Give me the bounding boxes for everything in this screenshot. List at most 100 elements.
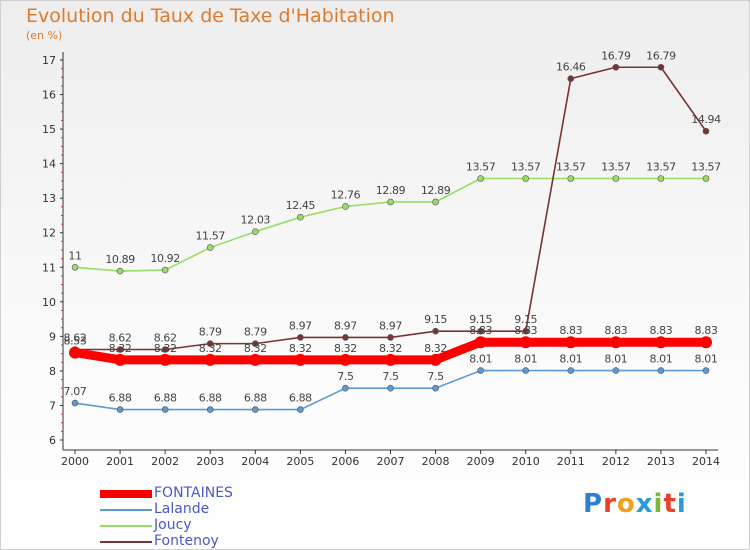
data-label: 8.32 — [244, 342, 267, 355]
data-point — [612, 63, 620, 71]
x-tick-label: 2011 — [557, 455, 585, 468]
y-tick-label: 13 — [42, 192, 56, 205]
x-tick-label: 2009 — [467, 455, 495, 468]
data-label: 16.79 — [601, 49, 631, 62]
data-label: 7.07 — [64, 385, 87, 398]
data-point — [702, 367, 710, 374]
data-label: 8.32 — [199, 342, 222, 355]
data-label: 13.57 — [556, 160, 586, 173]
data-label: 8.32 — [334, 342, 357, 355]
data-label: 8.79 — [244, 326, 267, 339]
data-point — [657, 63, 665, 71]
data-point — [612, 367, 620, 374]
legend-label: FONTAINES — [154, 485, 233, 501]
data-label: 13.57 — [691, 160, 721, 173]
chart-title: Evolution du Taux de Taxe d'Habitation — [26, 5, 395, 27]
data-label: 14.94 — [691, 113, 721, 126]
data-point — [161, 266, 169, 274]
data-label: 12.89 — [376, 184, 406, 197]
data-label: 8.83 — [604, 324, 627, 337]
data-label: 9.15 — [514, 313, 537, 326]
legend-item: Fontenoy — [100, 533, 360, 549]
data-point — [522, 327, 530, 335]
x-tick-label: 2000 — [61, 455, 89, 468]
data-label: 8.83 — [469, 324, 492, 337]
y-tick-label: 11 — [42, 261, 56, 274]
data-label: 8.97 — [379, 319, 402, 332]
data-point — [297, 406, 304, 413]
data-label: 8.83 — [695, 324, 718, 337]
x-tick-label: 2001 — [106, 455, 134, 468]
x-tick-label: 2005 — [286, 455, 314, 468]
data-point — [116, 346, 124, 353]
y-tick-label: 10 — [42, 296, 56, 309]
data-point — [522, 175, 530, 182]
y-tick-label: 17 — [42, 54, 56, 67]
data-label: 8.62 — [64, 331, 87, 344]
data-label: 12.89 — [421, 184, 451, 197]
data-label: 8.01 — [649, 353, 672, 366]
data-label: 9.15 — [424, 313, 447, 326]
data-label: 8.79 — [199, 326, 222, 339]
x-tick-label: 2004 — [241, 455, 269, 468]
legend-label: Joucy — [154, 517, 192, 533]
data-label: 8.01 — [559, 353, 582, 366]
data-point — [342, 384, 349, 392]
data-point — [702, 175, 710, 182]
data-label: 13.57 — [646, 160, 676, 173]
data-point — [161, 346, 169, 353]
data-point — [71, 399, 79, 407]
data-label: 11.57 — [195, 230, 225, 243]
data-point — [294, 353, 307, 366]
series-line-fontenoy — [75, 66, 707, 351]
data-point — [564, 336, 577, 349]
data-label: 8.32 — [379, 342, 402, 355]
y-tick-label: 8 — [49, 365, 56, 378]
data-point — [477, 367, 484, 374]
data-point — [387, 334, 394, 341]
logo-letter: x — [635, 489, 654, 519]
data-point — [609, 336, 622, 349]
data-point — [477, 175, 484, 182]
y-tick-label: 9 — [49, 330, 56, 343]
data-point — [567, 75, 575, 82]
data-point — [432, 198, 439, 206]
data-point — [519, 336, 532, 349]
x-tick-label: 2013 — [647, 455, 675, 468]
data-label: 8.83 — [559, 324, 582, 337]
data-label: 8.97 — [334, 319, 357, 332]
data-point — [654, 336, 667, 349]
data-label: 8.83 — [649, 324, 672, 337]
data-point — [432, 384, 439, 392]
data-point — [387, 198, 394, 206]
data-point — [251, 340, 259, 347]
data-label: 12.03 — [241, 214, 271, 227]
legend-label: Lalande — [154, 501, 210, 517]
data-label: 8.62 — [154, 331, 177, 344]
data-point — [251, 228, 259, 235]
data-point — [567, 175, 575, 182]
data-point — [297, 213, 304, 221]
y-tick-label: 6 — [49, 434, 56, 447]
data-point — [567, 367, 575, 374]
data-point — [474, 336, 487, 349]
data-point — [161, 406, 169, 413]
x-tick-label: 2006 — [331, 455, 359, 468]
proxiti-logo: Proxiti — [583, 489, 687, 519]
data-label: 10.89 — [105, 253, 135, 266]
legend-item: Joucy — [100, 517, 360, 533]
data-point — [342, 334, 349, 341]
legend-swatch — [100, 509, 152, 511]
x-tick-label: 2007 — [377, 455, 405, 468]
data-point — [342, 203, 349, 210]
data-point — [522, 367, 530, 374]
data-label: 16.46 — [556, 61, 586, 74]
x-tick-label: 2012 — [602, 455, 630, 468]
data-point — [159, 353, 172, 366]
data-point — [612, 175, 620, 182]
y-tick-label: 15 — [42, 123, 56, 136]
data-point — [700, 336, 712, 349]
logo-letter: i — [653, 489, 664, 519]
